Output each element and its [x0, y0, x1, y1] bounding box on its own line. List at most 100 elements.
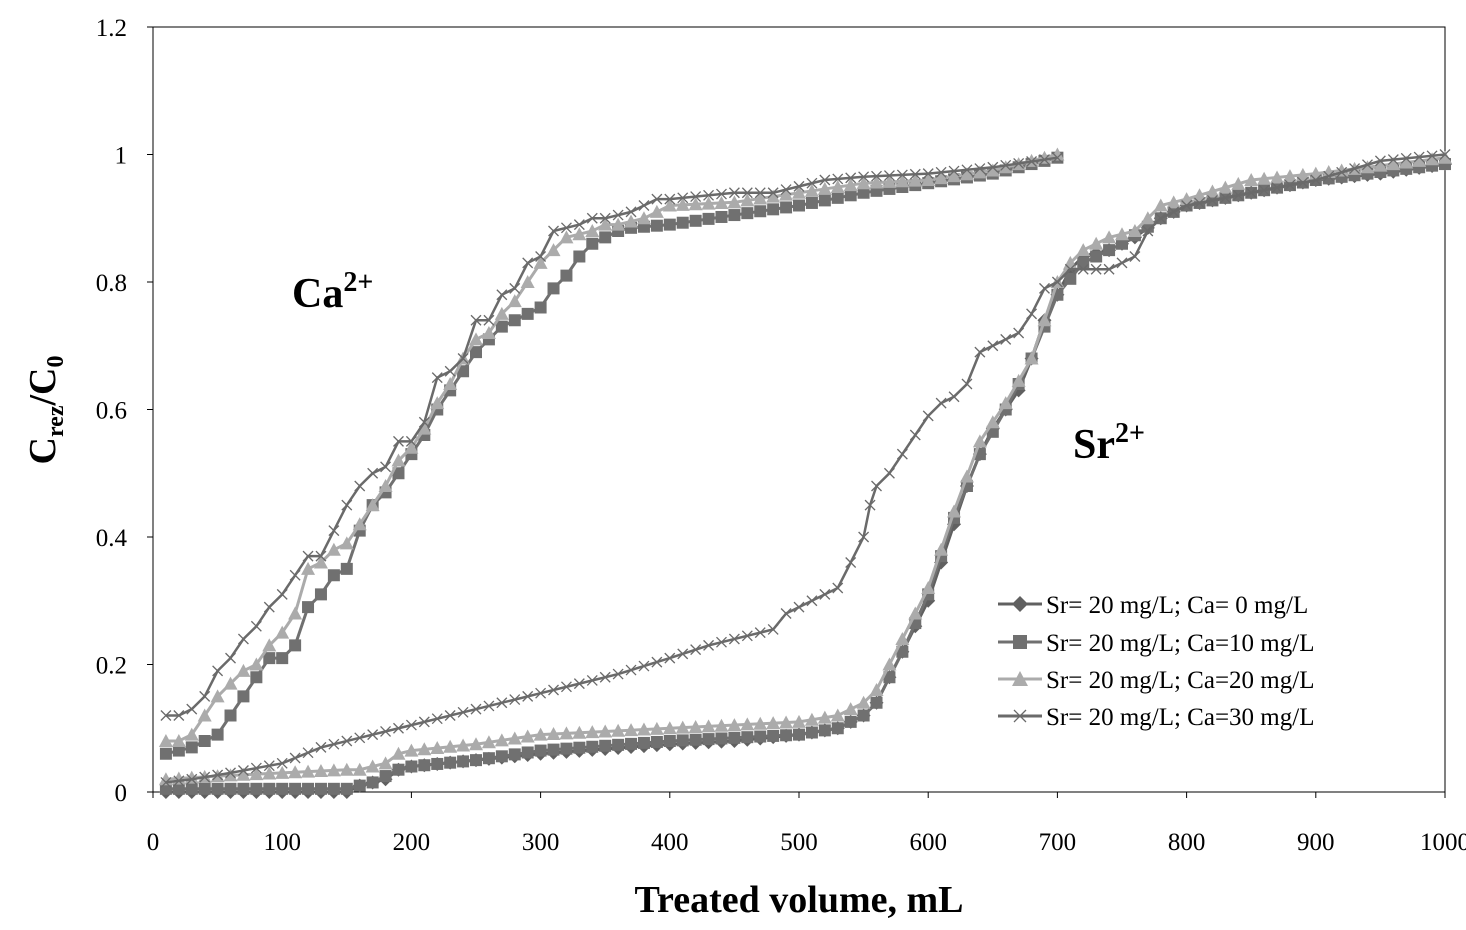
data-point [430, 741, 445, 755]
series-markers [159, 151, 1064, 760]
data-point [767, 203, 780, 216]
data-point [793, 180, 805, 192]
data-point [288, 606, 303, 620]
data-point [263, 760, 275, 772]
data-point [160, 776, 172, 788]
data-point [1051, 276, 1063, 288]
data-point [1399, 155, 1414, 169]
data-point [339, 536, 354, 550]
data-point [328, 738, 340, 750]
data-point [612, 668, 624, 680]
data-point [1231, 176, 1246, 190]
data-point [1039, 154, 1050, 166]
data-point [728, 633, 740, 645]
data-point [393, 435, 404, 447]
data-point [714, 195, 729, 209]
data-point [1426, 150, 1438, 162]
data-point [444, 756, 457, 769]
data-point [780, 201, 793, 214]
series-markers [160, 149, 1451, 788]
data-point [870, 696, 883, 709]
data-point [546, 726, 561, 740]
data-point [676, 216, 689, 229]
data-point [909, 429, 921, 441]
y-tick-label: 0 [115, 780, 128, 807]
data-point [405, 760, 418, 773]
data-point [391, 453, 406, 467]
data-point [1258, 184, 1270, 196]
data-point [302, 747, 314, 759]
data-point [481, 326, 496, 339]
data-point [1412, 153, 1427, 167]
data-point [974, 346, 986, 358]
data-point [664, 193, 676, 205]
data-point [895, 632, 910, 645]
data-point [444, 710, 456, 721]
data-point [599, 739, 612, 752]
data-point [780, 729, 793, 742]
data-point [961, 164, 973, 176]
data-point [804, 183, 819, 197]
data-point [339, 762, 354, 776]
data-point [289, 752, 301, 764]
data-point [494, 733, 509, 747]
data-point [535, 251, 547, 262]
data-point [844, 715, 857, 728]
data-point [651, 193, 663, 205]
data-point [740, 717, 755, 731]
data-point [611, 217, 626, 231]
data-point [457, 706, 469, 718]
y-tick-label: 1.2 [96, 15, 127, 42]
data-point [754, 205, 767, 218]
data-point [315, 550, 327, 562]
data-point [225, 767, 236, 779]
data-point [1284, 179, 1296, 191]
data-point [806, 177, 818, 189]
data-point [1013, 327, 1025, 339]
data-point [302, 601, 315, 614]
data-point [935, 166, 947, 178]
data-point [392, 763, 405, 776]
data-point [404, 440, 419, 454]
data-point [352, 762, 367, 776]
data-point [1024, 351, 1039, 365]
data-point [210, 689, 225, 703]
data-point [1077, 263, 1089, 275]
legend-marker [1013, 709, 1027, 723]
data-point [741, 731, 754, 744]
data-point [509, 694, 521, 706]
data-point [1064, 272, 1077, 285]
data-point [804, 712, 819, 726]
data-point [418, 759, 431, 772]
data-point [987, 161, 999, 173]
data-point [326, 542, 341, 556]
data-point [327, 569, 340, 582]
data-point [754, 627, 766, 639]
sr-ion-text: Sr [1073, 422, 1115, 468]
data-point [313, 555, 328, 569]
data-point [649, 721, 664, 735]
data-point [250, 782, 263, 795]
data-point [496, 697, 508, 709]
data-point [1181, 200, 1193, 211]
y-axis-title-main: C [22, 437, 64, 464]
data-point [805, 726, 818, 739]
data-point [740, 193, 755, 207]
data-point [1192, 188, 1207, 202]
data-point [365, 759, 380, 773]
data-point [856, 176, 871, 190]
data-point [1244, 173, 1259, 186]
data-point [380, 461, 392, 473]
data-point [689, 214, 702, 227]
data-point [496, 289, 508, 301]
data-point [753, 191, 768, 205]
legend-label-ca10: Sr= 20 mg/L; Ca=10 mg/L [1046, 630, 1314, 657]
data-point [378, 756, 393, 770]
data-point [197, 708, 212, 722]
x-tick-label: 0 [147, 829, 160, 856]
data-point [817, 181, 832, 195]
series-markers [158, 147, 1065, 747]
data-point [354, 480, 366, 492]
data-point [1115, 227, 1129, 241]
data-point [922, 168, 934, 180]
